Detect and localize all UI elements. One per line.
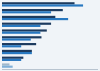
bar (2, 25, 40, 27)
bar (2, 63, 9, 65)
bar (2, 66, 13, 68)
bar (2, 57, 23, 59)
bar (2, 43, 36, 45)
chart-container (0, 0, 100, 71)
bar (2, 45, 21, 47)
bar (2, 9, 63, 11)
bar (2, 11, 51, 13)
chart (0, 0, 100, 71)
bar (2, 38, 31, 40)
bar (2, 36, 41, 38)
bar (2, 59, 21, 61)
bars (2, 2, 83, 68)
bar (2, 52, 32, 54)
bar (2, 18, 68, 20)
bar (2, 4, 83, 6)
bar (2, 32, 40, 34)
x-axis-line (2, 69, 98, 70)
bar (2, 23, 51, 25)
bar (2, 50, 32, 52)
bar (2, 29, 47, 31)
bar (2, 16, 55, 18)
bar (2, 2, 75, 4)
